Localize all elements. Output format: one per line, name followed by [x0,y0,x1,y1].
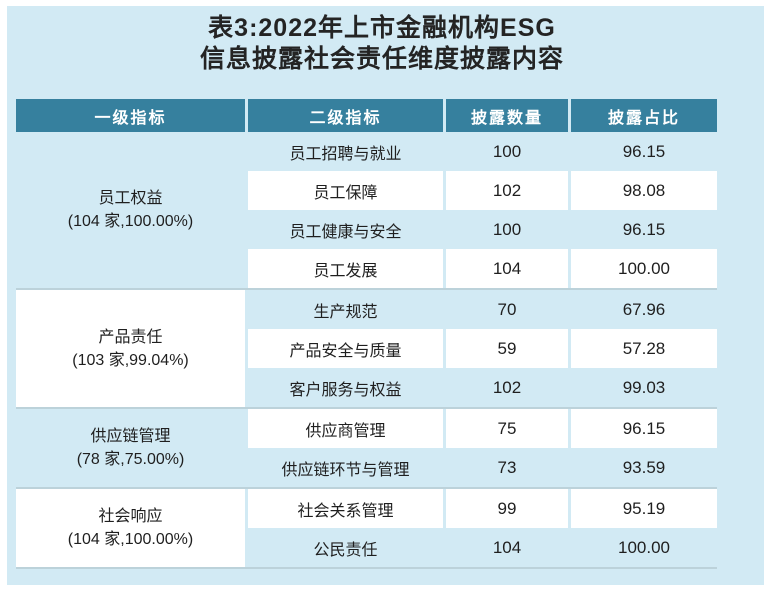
level2-indicator-cell: 员工保障 [248,171,443,210]
level2-indicator-cell: 社会关系管理 [248,489,443,528]
level1-indicator-cell: 社会响应 (104 家,100.00%) [16,489,245,567]
indicator-stat: (104 家,100.00%) [67,531,194,548]
indicator-stat: (78 家,75.00%) [76,451,185,468]
indicator-group: 员工权益 (104 家,100.00%) 员工招聘与就业 100 96.15 员工保障 10… [16,132,717,290]
level2-indicator-cell: 员工招聘与就业 [289,145,402,163]
indicator-stat: (103 家,99.04%) [72,351,189,369]
disclosure-count-cell: 70 [497,299,517,319]
table-body: 员工权益 (104 家,100.00%) 员工招聘与就业 100 96.15 员工保障 10… [16,132,717,569]
indicator-group: 社会响应 (104 家,100.00%) 社会关系管理 99 95.19 公民责任 104 1… [16,489,717,569]
disclosure-ratio-cell: 98.08 [571,171,717,210]
level2-indicator-cell: 公民责任 [313,541,378,559]
indicator-group: 供应链管理 (78 家,75.00%) 供应商管理 75 96.15 供应链环节与管理 73… [16,409,717,489]
table-header-row: 一级指标 二级指标 披露数量 披露占比 [16,99,717,132]
indicator-name: 产品责任 [98,328,163,346]
level2-indicator-cell: 供应链环节与管理 [281,461,410,479]
level2-indicator-cell: 客户服务与权益 [289,381,402,399]
disclosure-count-cell: 102 [446,171,568,210]
disclosure-ratio-cell: 99.03 [622,377,666,397]
disclosure-count-cell: 75 [446,409,568,448]
disclosure-ratio-cell: 57.28 [571,329,717,368]
disclosure-count-cell: 59 [446,329,568,368]
header-cell-disclosure-ratio: 披露占比 [571,99,717,132]
level2-indicator-cell: 员工发展 [248,249,443,288]
disclosure-ratio-cell: 95.19 [571,489,717,528]
indicator-group: 产品责任 (103 家,99.04%) 生产规范 70 67.96 产品安全与质量 59 57… [16,290,717,409]
disclosure-ratio-cell: 93.59 [622,457,666,477]
disclosure-ratio-cell: 96.15 [622,219,666,239]
header-cell-level1-indicator: 一级指标 [16,99,245,132]
disclosure-count-cell: 102 [492,377,522,397]
figure: 表3:2022年上市金融机构ESG 信息披露社会责任维度披露内容 一级指标 二级… [0,0,764,569]
disclosure-ratio-cell: 96.15 [622,141,666,161]
level1-indicator-cell: 员工权益 (104 家,100.00%) [16,132,245,288]
disclosure-count-cell: 104 [492,537,522,557]
disclosure-ratio-cell: 67.96 [622,299,666,319]
level2-indicator-cell: 生产规范 [313,303,378,321]
header-cell-level2-indicator: 二级指标 [248,99,443,132]
disclosure-ratio-cell: 96.15 [571,409,717,448]
level2-indicator-cell: 产品安全与质量 [248,329,443,368]
level2-indicator-cell: 员工健康与安全 [289,223,402,241]
title-line-1: 表3:2022年上市金融机构ESG [208,14,556,42]
level2-indicator-cell: 供应商管理 [248,409,443,448]
page-title: 表3:2022年上市金融机构ESG 信息披露社会责任维度披露内容 [0,0,764,75]
disclosure-ratio-cell: 100.00 [618,537,670,557]
disclosure-count-cell: 99 [446,489,568,528]
indicator-name: 供应链管理 [90,428,171,445]
indicator-name: 员工权益 [98,190,163,207]
disclosure-count-cell: 104 [446,249,568,288]
header-cell-disclosure-count: 披露数量 [446,99,568,132]
disclosure-count-cell: 73 [497,457,517,477]
disclosure-count-cell: 100 [492,141,522,161]
indicator-name: 社会响应 [98,508,163,525]
level1-indicator-cell: 供应链管理 (78 家,75.00%) [16,409,245,487]
indicator-stat: (104 家,100.00%) [67,213,194,230]
disclosure-ratio-cell: 100.00 [571,249,717,288]
title-line-2: 信息披露社会责任维度披露内容 [199,45,564,73]
disclosure-count-cell: 100 [492,219,522,239]
disclosure-table: 一级指标 二级指标 披露数量 披露占比 员工权益 (104 家,100.00%) 员… [16,99,717,569]
level1-indicator-cell: 产品责任 (103 家,99.04%) [16,290,245,407]
